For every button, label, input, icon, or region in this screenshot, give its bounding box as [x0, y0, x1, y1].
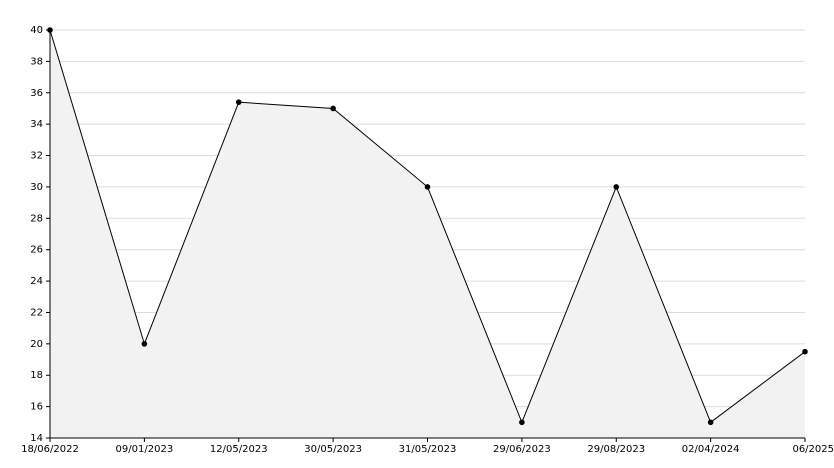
x-tick-label: 18/06/2022 — [21, 444, 79, 455]
y-tick-label: 26 — [30, 245, 43, 256]
marker — [424, 184, 431, 190]
x-tick-label: 06/2025 — [792, 444, 834, 455]
y-tick-label: 36 — [30, 88, 43, 99]
x-tick-label: 30/05/2023 — [304, 444, 362, 455]
y-tick-label: 16 — [30, 402, 43, 413]
area — [50, 30, 805, 438]
marker — [613, 184, 620, 190]
y-tick-label: 18 — [30, 370, 43, 381]
y-tick-label: 32 — [30, 151, 43, 162]
marker — [235, 99, 242, 105]
y-tick-label: 20 — [30, 339, 43, 350]
x-tick-label: 31/05/2023 — [399, 444, 457, 455]
y-tick-label: 28 — [30, 213, 43, 224]
y-tick-label: 38 — [30, 56, 43, 67]
x-tick-label: 02/04/2024 — [682, 444, 740, 455]
y-tick-label: 40 — [30, 25, 43, 36]
marker — [802, 348, 808, 355]
y-tick-label: 24 — [30, 276, 43, 287]
x-tick-label: 09/01/2023 — [116, 444, 174, 455]
y-tick-label: 22 — [30, 307, 43, 318]
marker — [330, 105, 336, 112]
y-tick-label: 34 — [30, 119, 43, 130]
y-tick-label: 30 — [30, 182, 43, 193]
x-tick-label: 12/05/2023 — [210, 444, 268, 455]
x-tick-label: 29/06/2023 — [493, 444, 551, 455]
y-tick-label: 14 — [30, 433, 43, 444]
x-tick-label: 29/08/2023 — [587, 444, 645, 455]
marker — [141, 341, 148, 347]
marker — [707, 419, 714, 426]
marker — [519, 419, 525, 426]
